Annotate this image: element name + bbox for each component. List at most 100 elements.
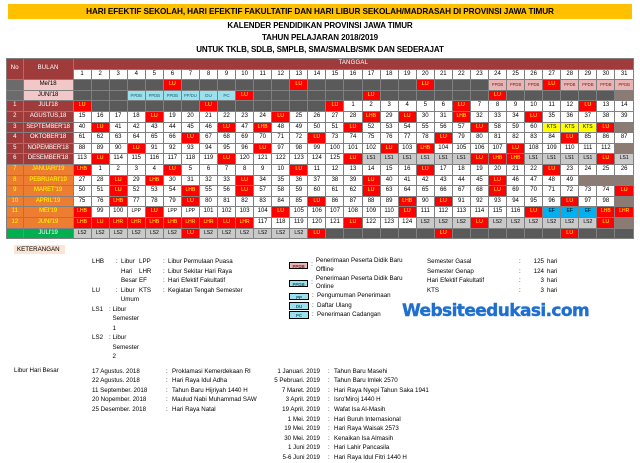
calendar-cell: 116 <box>144 153 164 165</box>
calendar-cell: LS2 <box>162 227 182 240</box>
calendar-cell: LU <box>307 227 327 240</box>
calendar-cell: LU <box>469 216 489 229</box>
calendar-cell: LHB <box>72 206 92 218</box>
calendar-cell: 60 <box>307 185 327 197</box>
holiday-row: 7 Maret. 2019: Hari Raya Nyepi Tahun Saka… <box>264 386 594 396</box>
calendar-cell: LU <box>108 185 128 197</box>
row-number <box>6 89 24 102</box>
holiday-date: 1 Januari. 2019 <box>277 367 320 375</box>
holiday-separator: : <box>166 396 168 404</box>
holiday-description: Tahun Baru Hijriyah 1440 H <box>172 386 248 394</box>
calendar-cell <box>307 79 327 91</box>
calendar-cell: 95 <box>217 142 237 155</box>
calendar-cell: 28 <box>90 174 110 187</box>
day-header-23: 23 <box>469 68 489 81</box>
calendar-cell: LS2 <box>524 216 544 229</box>
calendar-cell <box>560 89 580 102</box>
site-watermark: Websiteedukasi.com <box>402 301 590 321</box>
holiday-description: Hari Raya Idul Fitri 1440 H <box>334 453 407 461</box>
calendar-cell: 90 <box>108 142 128 155</box>
calendar-cell: 12 <box>560 100 580 112</box>
calendar-cell: 42 <box>415 174 435 187</box>
calendar-cell: 2 <box>108 163 128 176</box>
table-row: 3 SEPTEMBER'18 40 LU 41 42 43 44 45 46 LU 47 LHB 48 49… <box>6 121 634 134</box>
calendar-cell: 66 <box>433 185 453 197</box>
calendar-cell: LU <box>397 110 417 123</box>
holiday-row: 5-6 Juni 2019: Hari Raya Idul Fitri 1440 … <box>264 453 594 463</box>
calendar-cell: 24 <box>253 110 273 123</box>
calendar-cell: 115 <box>126 153 146 165</box>
calendar-cell: 95 <box>524 195 544 208</box>
summary-name: KTS <box>427 286 440 294</box>
calendar-cell: LS2 <box>542 216 562 229</box>
calendar-cell: LS2 <box>451 216 471 229</box>
calendar-cell: LU <box>253 142 273 155</box>
summary-name: Semester Genap <box>427 267 474 275</box>
calendar-cell: EF <box>560 206 580 218</box>
calendar-cell <box>90 89 110 102</box>
calendar-cell <box>614 227 634 240</box>
calendar-table-wrapper: No BULAN TANGGAL 1 2 3 4 5 6 7 8 9 10 11 12 13 14 15 16… <box>0 55 640 240</box>
calendar-cell: 19 <box>469 163 489 176</box>
calendar-cell: 58 <box>271 185 291 197</box>
legend-row: LS2: Libur Semester 2 <box>92 333 139 362</box>
legend-key: LU <box>92 286 100 294</box>
calendar-cell: LU <box>487 89 508 102</box>
calendar-cell <box>162 100 182 112</box>
legend-definition: Kegiatan Tengah Semester <box>168 286 243 294</box>
calendar-cell: 120 <box>307 216 327 229</box>
calendar-cell: LU <box>451 100 471 112</box>
calendar-cell: 31 <box>433 110 453 123</box>
row-number: 11 <box>6 206 24 218</box>
summary-separator: : <box>519 267 521 275</box>
calendar-cell: PP/DU <box>180 89 200 102</box>
calendar-cell: 84 <box>542 132 562 144</box>
summary-unit: hari <box>547 258 558 266</box>
legend-column-a: LHB: Libur Hari Besar LU: Libur Umum LS1: Lib… <box>14 257 139 362</box>
calendar-cell: 74 <box>343 132 363 144</box>
calendar-cell <box>415 89 435 102</box>
summary-separator: : <box>519 258 521 266</box>
legend-chip-swatch: PC <box>289 311 309 319</box>
calendar-cell: 115 <box>487 206 508 218</box>
calendar-cell: 104 <box>253 206 273 218</box>
calendar-cell: LS2 <box>506 216 526 229</box>
holiday-date: 17 Agustus. 2018 <box>92 367 140 375</box>
row-month-label: APRIL'19 <box>22 195 74 208</box>
calendar-cell: 75 <box>72 195 92 208</box>
calendar-cell: LS2 <box>560 216 580 229</box>
calendar-cell: 40 <box>379 174 399 187</box>
calendar-cell: 121 <box>325 216 345 229</box>
calendar-cell: 22 <box>217 110 237 123</box>
calendar-cell: LPP <box>126 206 146 218</box>
legend-separator: : <box>116 258 118 266</box>
calendar-cell: 6 <box>433 100 453 112</box>
calendar-cell: 66 <box>162 132 182 144</box>
calendar-cell: LU <box>524 110 544 123</box>
calendar-cell <box>271 89 291 102</box>
calendar-cell: LU <box>560 227 580 240</box>
row-number: 8 <box>6 174 24 187</box>
calendar-cell: 4 <box>144 163 164 176</box>
calendar-cell: 59 <box>506 121 526 134</box>
calendar-cell: 29 <box>379 110 399 123</box>
calendar-cell: 76 <box>90 195 110 208</box>
calendar-cell: LU <box>433 132 453 144</box>
calendar-cell: 60 <box>524 121 544 134</box>
calendar-cell: 27 <box>325 110 345 123</box>
calendar-cell: 46 <box>506 174 526 187</box>
calendar-cell: LU <box>379 142 399 155</box>
calendar-cell <box>361 79 381 91</box>
calendar-cell: 6 <box>198 163 219 176</box>
calendar-cell <box>72 89 92 102</box>
calendar-cell: 18 <box>126 110 146 123</box>
holiday-row: 19 Mei. 2019: Hari Raya Waisak 2573 <box>264 424 594 434</box>
day-header-25: 25 <box>506 68 526 81</box>
row-month-label: JUNI'19 <box>22 216 74 229</box>
calendar-cell <box>542 227 562 240</box>
calendar-cell: 72 <box>560 185 580 197</box>
calendar-cell: 97 <box>271 142 291 155</box>
summary-value: 124 <box>533 267 544 275</box>
legend-definition: Libur Umum <box>120 286 139 304</box>
row-number: 2 <box>6 110 24 123</box>
